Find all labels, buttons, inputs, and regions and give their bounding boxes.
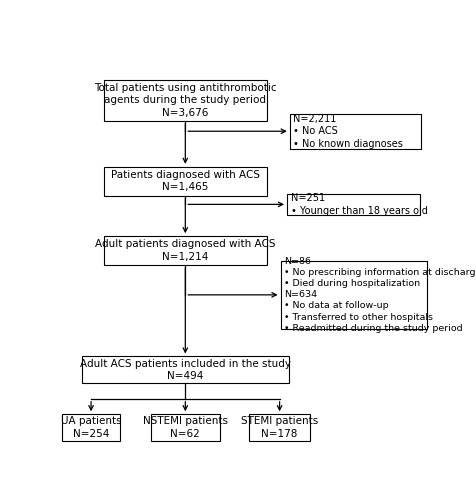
Text: Adult ACS patients included in the study
N=494: Adult ACS patients included in the study…: [79, 358, 290, 381]
FancyBboxPatch shape: [62, 414, 119, 441]
FancyBboxPatch shape: [280, 261, 426, 328]
Text: NSTEMI patients
N=62: NSTEMI patients N=62: [142, 416, 228, 439]
Text: Adult patients diagnosed with ACS
N=1,214: Adult patients diagnosed with ACS N=1,21…: [95, 240, 275, 262]
Text: N=86
• No prescribing information at discharge
• Died during hospitalization
N=6: N=86 • No prescribing information at dis…: [284, 257, 476, 332]
Text: Total patients using antithrombotic
agents during the study period
N=3,676: Total patients using antithrombotic agen…: [94, 83, 276, 118]
Text: UA patients
N=254: UA patients N=254: [60, 416, 121, 439]
FancyBboxPatch shape: [289, 114, 420, 148]
Text: N=251
• Younger than 18 years old: N=251 • Younger than 18 years old: [290, 193, 426, 216]
FancyBboxPatch shape: [287, 194, 419, 215]
FancyBboxPatch shape: [104, 236, 266, 265]
FancyBboxPatch shape: [104, 80, 266, 120]
Text: N=2,211
• No ACS
• No known diagnoses: N=2,211 • No ACS • No known diagnoses: [293, 114, 403, 148]
FancyBboxPatch shape: [248, 414, 309, 441]
Text: STEMI patients
N=178: STEMI patients N=178: [240, 416, 317, 439]
FancyBboxPatch shape: [82, 356, 288, 384]
Text: Patients diagnosed with ACS
N=1,465: Patients diagnosed with ACS N=1,465: [110, 170, 259, 192]
FancyBboxPatch shape: [104, 167, 266, 196]
FancyBboxPatch shape: [151, 414, 219, 441]
